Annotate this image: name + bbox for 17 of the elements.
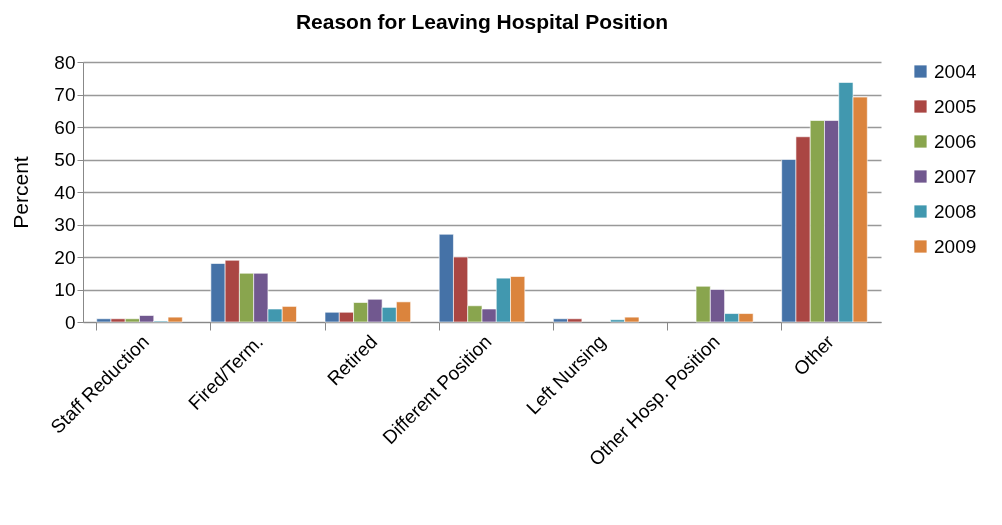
y-tick-label: 20 (54, 246, 76, 268)
y-axis-title: Percent (9, 156, 33, 229)
legend-label: 2004 (934, 60, 977, 82)
legend-label: 2008 (934, 200, 977, 222)
y-tick-label: 80 (54, 51, 76, 73)
y-tick-label: 40 (54, 181, 76, 203)
y-tick-label: 50 (54, 149, 76, 170)
legend-label: 2007 (934, 165, 977, 187)
legend-label: 2006 (934, 130, 977, 152)
y-tick-label: 30 (54, 214, 76, 235)
chart-title: Reason for Leaving Hospital Position (295, 10, 669, 33)
legend-label: 2005 (934, 95, 977, 117)
y-tick-label: 60 (54, 116, 76, 138)
legend-label: 2009 (934, 235, 977, 257)
y-tick-label: 10 (54, 279, 76, 300)
y-tick-label: 0 (64, 311, 76, 333)
y-tick-label: 70 (54, 84, 76, 105)
